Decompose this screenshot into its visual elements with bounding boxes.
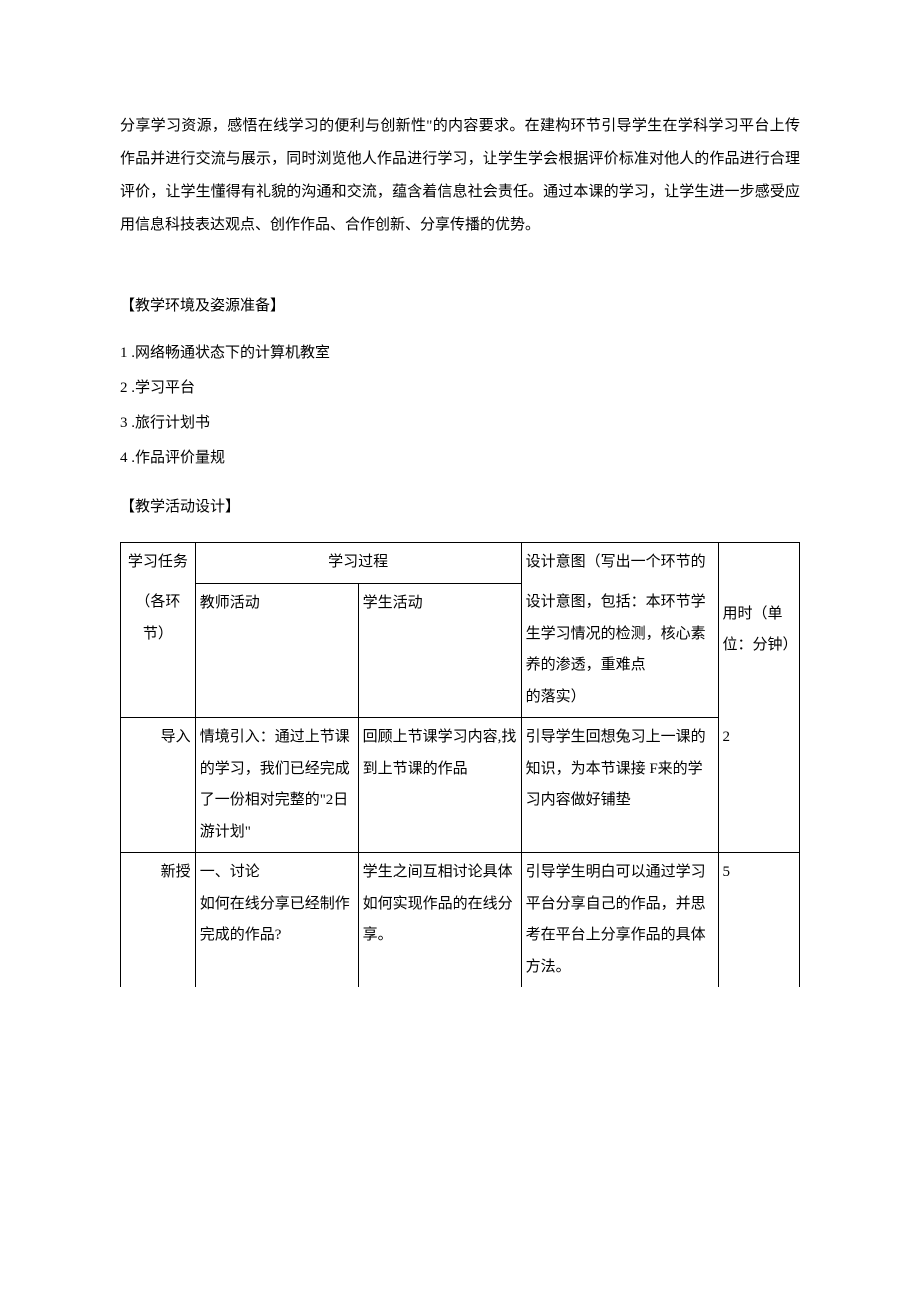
th-intent-bot: 设计意图，包括：本环节学生学习情况的检测，核心素养的渗透，重难点 的落实） [521,583,718,718]
table-row-intent: 引导学生回想兔习上一课的知识，为本节课接 F来的学习内容做好铺垫 [521,718,718,853]
table-row-task: 新授 [121,853,196,988]
intro-paragraph: 分享学习资源，感悟在线学习的便利与创新性"的内容要求。在建构环节引导学生在学科学… [120,110,800,242]
th-intent-top: 设计意图（写出一个环节的 [521,543,718,584]
table-row-teacher: 一、讨论 如何在线分享已经制作完成的作品? [195,853,358,988]
env-item: 4 .作品评价量规 [120,442,800,475]
th-process: 学习过程 [195,543,521,584]
th-student: 学生活动 [358,583,521,718]
th-teacher: 教师活动 [195,583,358,718]
activity-table: 学习任务 学习过程 设计意图（写出一个环节的 用时（单位：分钟） （各环节） 教… [120,542,800,987]
env-item: 1 .网络畅通状态下的计算机教室 [120,337,800,370]
table-row-teacher: 情境引入：通过上节课的学习，我们已经完成了一份相对完整的"2日游计划" [195,718,358,853]
th-task: 学习任务 [121,543,196,584]
table-row-student: 学生之间互相讨论具体如何实现作品的在线分享。 [358,853,521,988]
table-row-student: 回顾上节课学习内容,找到上节课的作品 [358,718,521,853]
activity-section-title: 【教学活动设计】 [120,491,800,524]
th-time: 用时（单位：分钟） [718,543,800,718]
table-row-task: 导入 [121,718,196,853]
table-row-intent: 引导学生明白可以通过学习平台分享自己的作品，并思考在平台上分享作品的具体方法。 [521,853,718,988]
table-row-time: 5 [718,853,800,988]
env-item: 2 .学习平台 [120,372,800,405]
env-item: 3 .旅行计划书 [120,407,800,440]
table-row-time: 2 [718,718,800,853]
env-section-title: 【教学环境及姿源准备】 [120,290,800,323]
th-task-sub: （各环节） [121,583,196,718]
